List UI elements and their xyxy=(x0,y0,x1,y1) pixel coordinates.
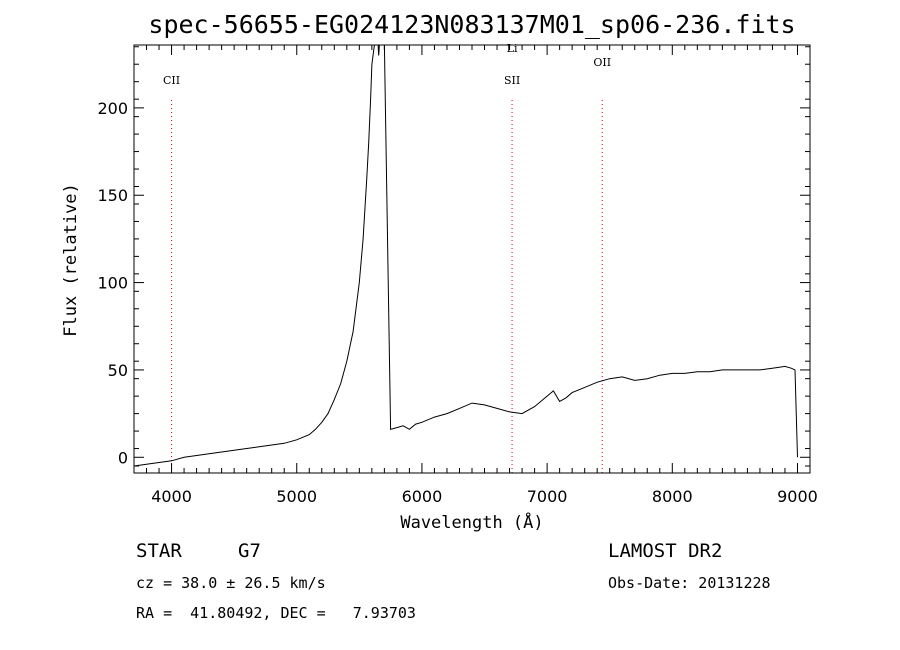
spectral-line-label: Li xyxy=(507,42,518,55)
survey-label: LAMOST DR2 xyxy=(608,540,723,562)
plot-frame xyxy=(133,44,811,474)
y-tick-label: 0 xyxy=(118,448,128,467)
x-tick-label: 7000 xyxy=(527,487,568,506)
chart-title: spec-56655-EG024123N083137M01_sp06-236.f… xyxy=(148,10,795,39)
plot-area: CII SII Li OII xyxy=(133,42,798,473)
coordinates-line: RA = 41.80492, DEC = 7.93703 xyxy=(136,604,416,622)
y-axis: 0 50 100 150 200 xyxy=(97,46,810,467)
x-axis-label: Wavelength (Å) xyxy=(400,511,543,533)
x-tick-label: 5000 xyxy=(276,487,317,506)
spectral-line-label: CII xyxy=(163,74,180,87)
y-tick-label: 50 xyxy=(108,361,128,380)
x-tick-label: 6000 xyxy=(402,487,443,506)
redshift-line: cz = 38.0 ± 26.5 km/s xyxy=(136,574,326,592)
obs-date-line: Obs-Date: 20131228 xyxy=(608,574,771,592)
y-axis-label: Flux (relative) xyxy=(61,183,81,337)
x-tick-label: 9000 xyxy=(777,487,818,506)
y-tick-label: 200 xyxy=(97,99,128,118)
x-axis: 4000 5000 6000 7000 8000 9000 xyxy=(133,45,818,506)
spectral-line-label: OII xyxy=(593,56,611,69)
spectral-line-label: SII xyxy=(504,74,520,87)
spectrum-line xyxy=(133,44,798,467)
object-class: STAR xyxy=(136,540,182,562)
object-subclass: G7 xyxy=(238,540,261,562)
x-tick-label: 4000 xyxy=(151,487,192,506)
y-tick-label: 100 xyxy=(97,274,128,293)
x-tick-label: 8000 xyxy=(652,487,693,506)
y-tick-label: 150 xyxy=(97,186,128,205)
